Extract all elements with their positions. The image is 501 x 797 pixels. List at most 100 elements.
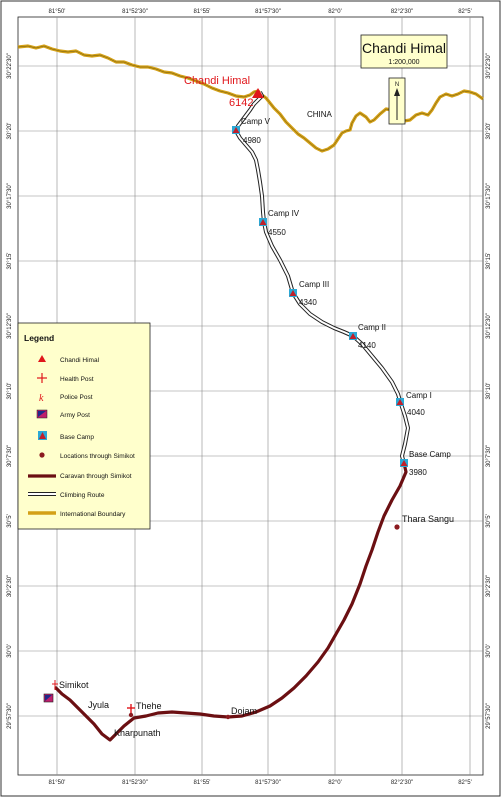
north-arrow: N xyxy=(388,77,406,125)
lat-tick-right: 30°15' xyxy=(486,253,492,270)
health-post-icon xyxy=(127,704,135,713)
country-label: CHINA xyxy=(307,110,333,119)
longitude-ticks-top: 81°50' 81°52'30" 81°55' 81°57'30" 82°0' … xyxy=(49,9,472,15)
legend: Legend Chandi Himal Health Post k Police… xyxy=(17,322,151,530)
latitude-ticks-right: 30°22'30" 30°20' 30°17'30" 30°15' 30°12'… xyxy=(486,53,492,729)
camp-triangle-icon xyxy=(396,399,404,405)
camp-iv-elevation: 4550 xyxy=(268,228,286,237)
lat-tick-left: 30°12'30" xyxy=(7,313,13,339)
lon-tick-top: 81°50' xyxy=(49,9,66,15)
jyula-label: Jyula xyxy=(88,700,109,710)
lat-tick-left: 30°15' xyxy=(7,253,13,270)
north-arrow-letter: N xyxy=(395,82,399,88)
lat-tick-right: 29°57'30" xyxy=(486,703,492,729)
camp-v-elevation: 4980 xyxy=(243,136,261,145)
lat-tick-right: 30°12'30" xyxy=(486,313,492,339)
legend-item-label: Climbing Route xyxy=(60,492,105,499)
camp-triangle-icon xyxy=(259,219,267,225)
base-camp-marker xyxy=(400,459,408,467)
lat-tick-right: 30°7'30" xyxy=(486,445,492,467)
lat-tick-left: 29°57'30" xyxy=(7,703,13,729)
camp-i-name: Camp I xyxy=(406,391,432,400)
thehe-label: Thehe xyxy=(136,701,162,711)
camp-marker-iii xyxy=(289,289,297,297)
camp-triangle-icon xyxy=(289,290,297,296)
camp-iii-name: Camp III xyxy=(299,280,329,289)
thara-sangu-label: Thara Sangu xyxy=(402,514,454,524)
legend-item-label: Locations through Simikot xyxy=(60,453,135,460)
lon-tick-bottom: 82°5' xyxy=(458,780,472,786)
legend-item-label: International Boundary xyxy=(60,511,126,518)
camp-marker-iv xyxy=(259,218,267,226)
lon-tick-bottom: 81°57'30" xyxy=(255,780,281,786)
lat-tick-left: 30°10' xyxy=(7,383,13,400)
legend-item-label: Chandi Himal xyxy=(60,357,100,364)
lat-tick-right: 30°20' xyxy=(486,123,492,140)
lat-tick-left: 30°0' xyxy=(7,644,13,658)
legend-item-label: Caravan through Simikot xyxy=(60,473,132,480)
camp-iv-name: Camp IV xyxy=(268,209,300,218)
camp-ii-elevation: 4140 xyxy=(358,341,376,350)
legend-item-label: Police Post xyxy=(60,394,93,401)
legend-base-camp-icon xyxy=(38,431,47,440)
peak-marker xyxy=(252,88,264,98)
lat-tick-left: 30°20' xyxy=(7,123,13,140)
lat-tick-left: 30°2'30" xyxy=(7,575,13,597)
longitude-ticks-bottom: 81°50' 81°52'30" 81°55' 81°57'30" 82°0' … xyxy=(49,780,472,786)
thehe-dot xyxy=(128,712,134,718)
legend-police-post-icon: k xyxy=(39,393,44,404)
lon-tick-top: 81°55' xyxy=(194,9,211,15)
camp-marker-i xyxy=(396,398,404,406)
title-box: Chandi Himal 1:200,000 xyxy=(360,34,448,69)
base-camp-elevation: 3980 xyxy=(409,468,427,477)
thara-sangu-dot xyxy=(394,524,400,530)
map-scale: 1:200,000 xyxy=(388,59,419,66)
police-post-icon xyxy=(52,680,58,690)
lon-tick-bottom: 81°50' xyxy=(49,780,66,786)
base-camp-name: Base Camp xyxy=(409,450,451,459)
lon-tick-top: 82°5' xyxy=(458,9,472,15)
legend-item-label: Health Post xyxy=(60,376,94,383)
legend-health-post-icon xyxy=(37,373,47,383)
lon-tick-top: 82°0' xyxy=(328,9,342,15)
camp-triangle-icon xyxy=(232,127,240,133)
lat-tick-right: 30°0' xyxy=(486,644,492,658)
latitude-ticks-left: 30°22'30" 30°20' 30°17'30" 30°15' 30°12'… xyxy=(7,53,13,729)
lon-tick-bottom: 81°52'30" xyxy=(122,780,148,786)
lon-tick-bottom: 82°2'30" xyxy=(391,780,413,786)
lat-tick-right: 30°17'30" xyxy=(486,183,492,209)
lat-tick-left: 30°17'30" xyxy=(7,183,13,209)
lat-tick-left: 30°5' xyxy=(7,514,13,528)
camp-triangle-icon xyxy=(349,333,357,339)
lon-tick-bottom: 82°0' xyxy=(328,780,342,786)
lat-tick-left: 30°7'30" xyxy=(7,445,13,467)
legend-peak-triangle-icon xyxy=(38,355,46,362)
map-title: Chandi Himal xyxy=(362,40,446,56)
lat-tick-right: 30°2'30" xyxy=(486,575,492,597)
lat-tick-right: 30°5' xyxy=(486,514,492,528)
lat-tick-right: 30°22'30" xyxy=(486,53,492,79)
camp-iii-elevation: 4340 xyxy=(299,298,317,307)
legend-army-post-icon xyxy=(36,409,48,419)
camp-marker-ii xyxy=(349,332,357,340)
international-boundary-edge xyxy=(17,45,484,152)
camp-ii-name: Camp II xyxy=(358,323,386,332)
camp-triangle-icon xyxy=(400,460,408,466)
peak-elevation-label: 6142 xyxy=(229,97,253,109)
legend-item-label: Base Camp xyxy=(60,434,94,441)
simikot-label: Simikot xyxy=(59,680,89,690)
camp-i-elevation: 4040 xyxy=(407,408,425,417)
lat-tick-right: 30°10' xyxy=(486,383,492,400)
simikot-marker xyxy=(43,693,54,703)
camp-marker-v xyxy=(232,126,240,134)
dojam-label: Dojam xyxy=(231,706,257,716)
legend-location-dot-icon xyxy=(39,452,45,458)
lon-tick-top: 81°52'30" xyxy=(122,9,148,15)
lon-tick-top: 82°2'30" xyxy=(391,9,413,15)
peak-triangle-icon xyxy=(252,88,264,98)
lat-tick-left: 30°22'30" xyxy=(7,53,13,79)
peak-name-label: Chandi Himal xyxy=(184,75,250,87)
legend-title: Legend xyxy=(24,333,54,343)
lon-tick-top: 81°57'30" xyxy=(255,9,281,15)
